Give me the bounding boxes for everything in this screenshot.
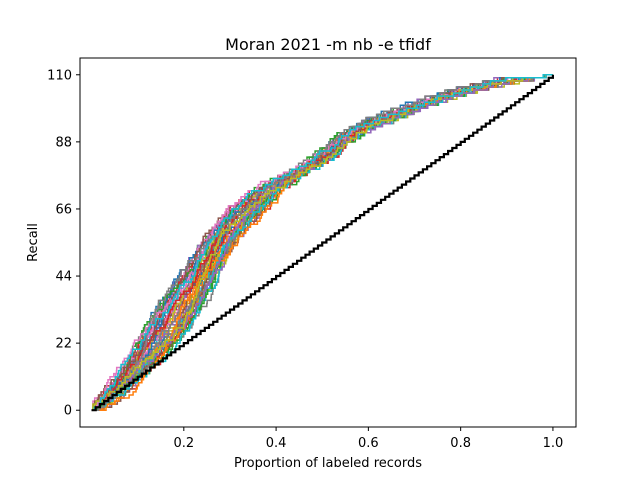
y-tick-label: 0 (64, 404, 72, 419)
chart-title: Moran 2021 -m nb -e tfidf (225, 35, 431, 54)
recall-curve-56 (91, 74, 553, 411)
y-tick-label: 22 (55, 337, 72, 352)
x-tick-label: 0.6 (358, 436, 379, 451)
y-tick-label: 88 (55, 135, 72, 150)
y-axis-label: Recall (26, 223, 41, 262)
x-tick-label: 0.8 (450, 436, 471, 451)
x-axis-label: Proportion of labeled records (234, 456, 422, 471)
y-tick-label: 66 (55, 202, 72, 217)
y-axis-ticks: 0 22 44 66 88 110 (47, 68, 80, 419)
x-axis-ticks: 0.2 0.4 0.6 0.8 1.0 (173, 427, 563, 451)
y-tick-label: 110 (47, 68, 72, 83)
recall-curve-58 (91, 74, 553, 411)
random-baseline-line (91, 74, 554, 412)
recall-curve-60 (91, 74, 553, 411)
y-tick-label: 44 (55, 270, 72, 285)
x-tick-label: 0.2 (173, 436, 194, 451)
recall-curve-59 (91, 74, 553, 411)
recall-curves (91, 74, 553, 411)
x-tick-label: 1.0 (543, 436, 564, 451)
plot-frame (79, 57, 577, 428)
x-tick-label: 0.4 (266, 436, 287, 451)
random-baseline (91, 74, 554, 412)
recall-curve-55 (91, 74, 553, 411)
